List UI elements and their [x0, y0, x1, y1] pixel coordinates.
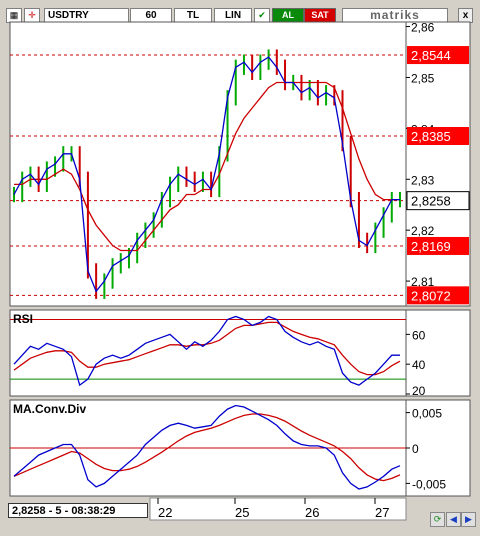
macd-axis-panel: [405, 399, 471, 497]
rsi-panel: [9, 309, 407, 397]
price-level-label: 2,8544: [411, 48, 451, 63]
crosshair-icon[interactable]: ✛: [24, 8, 40, 23]
time-tick-label: 27: [375, 505, 389, 520]
price-level-label: 2,8169: [411, 239, 451, 254]
price-axis-panel: [405, 21, 471, 307]
arrow-left-icon[interactable]: ◀: [446, 512, 461, 527]
rsi-tick-label: 60: [412, 328, 426, 342]
macd-tick-label: 0: [412, 442, 419, 456]
time-tick-label: 25: [235, 505, 249, 520]
rsi-line: [13, 315, 400, 387]
price-line: [13, 56, 400, 293]
time-tick-label: 26: [305, 505, 319, 520]
price-level-badge: [407, 46, 469, 65]
current-price-label: 2,8258: [411, 194, 451, 209]
price-level-label: 2,8385: [411, 129, 451, 144]
sell-button[interactable]: SAT: [304, 8, 336, 23]
price-tick-label: 2,85: [411, 71, 435, 85]
price-tick-label: 2,83: [411, 173, 435, 187]
rsi-axis-panel: [405, 309, 471, 397]
macd-tick-label: 0,005: [412, 407, 442, 421]
rsi-tick-label: 40: [412, 358, 426, 372]
time-tick-label: 22: [158, 505, 172, 520]
current-price-badge: [406, 191, 470, 211]
macd-line: [13, 404, 401, 490]
price-level-badge: [407, 236, 469, 255]
refresh-icon[interactable]: ⟳: [430, 512, 445, 527]
macd-title: MA.Conv.Div: [13, 402, 86, 416]
rsi-tick-label: 20: [412, 384, 426, 398]
price-level-label: 2,8072: [411, 288, 451, 303]
price-level-badge: [407, 127, 469, 145]
price-level-badge: [407, 286, 469, 305]
time-axis-panel: [149, 497, 407, 521]
price-tick-label: 2,86: [411, 21, 435, 35]
rsi-title: RSI: [13, 312, 33, 326]
status-readout: 2,8258 - 5 - 08:38:29: [8, 503, 148, 518]
price-tick-label: 2,82: [411, 224, 435, 238]
price-tick-label: 2,81: [411, 275, 435, 289]
ma-line: [14, 81, 400, 252]
buy-button[interactable]: AL: [272, 8, 304, 23]
macd-tick-label: -0,005: [412, 477, 446, 491]
arrow-right-icon[interactable]: ▶: [461, 512, 476, 527]
price-panel: [9, 21, 407, 307]
